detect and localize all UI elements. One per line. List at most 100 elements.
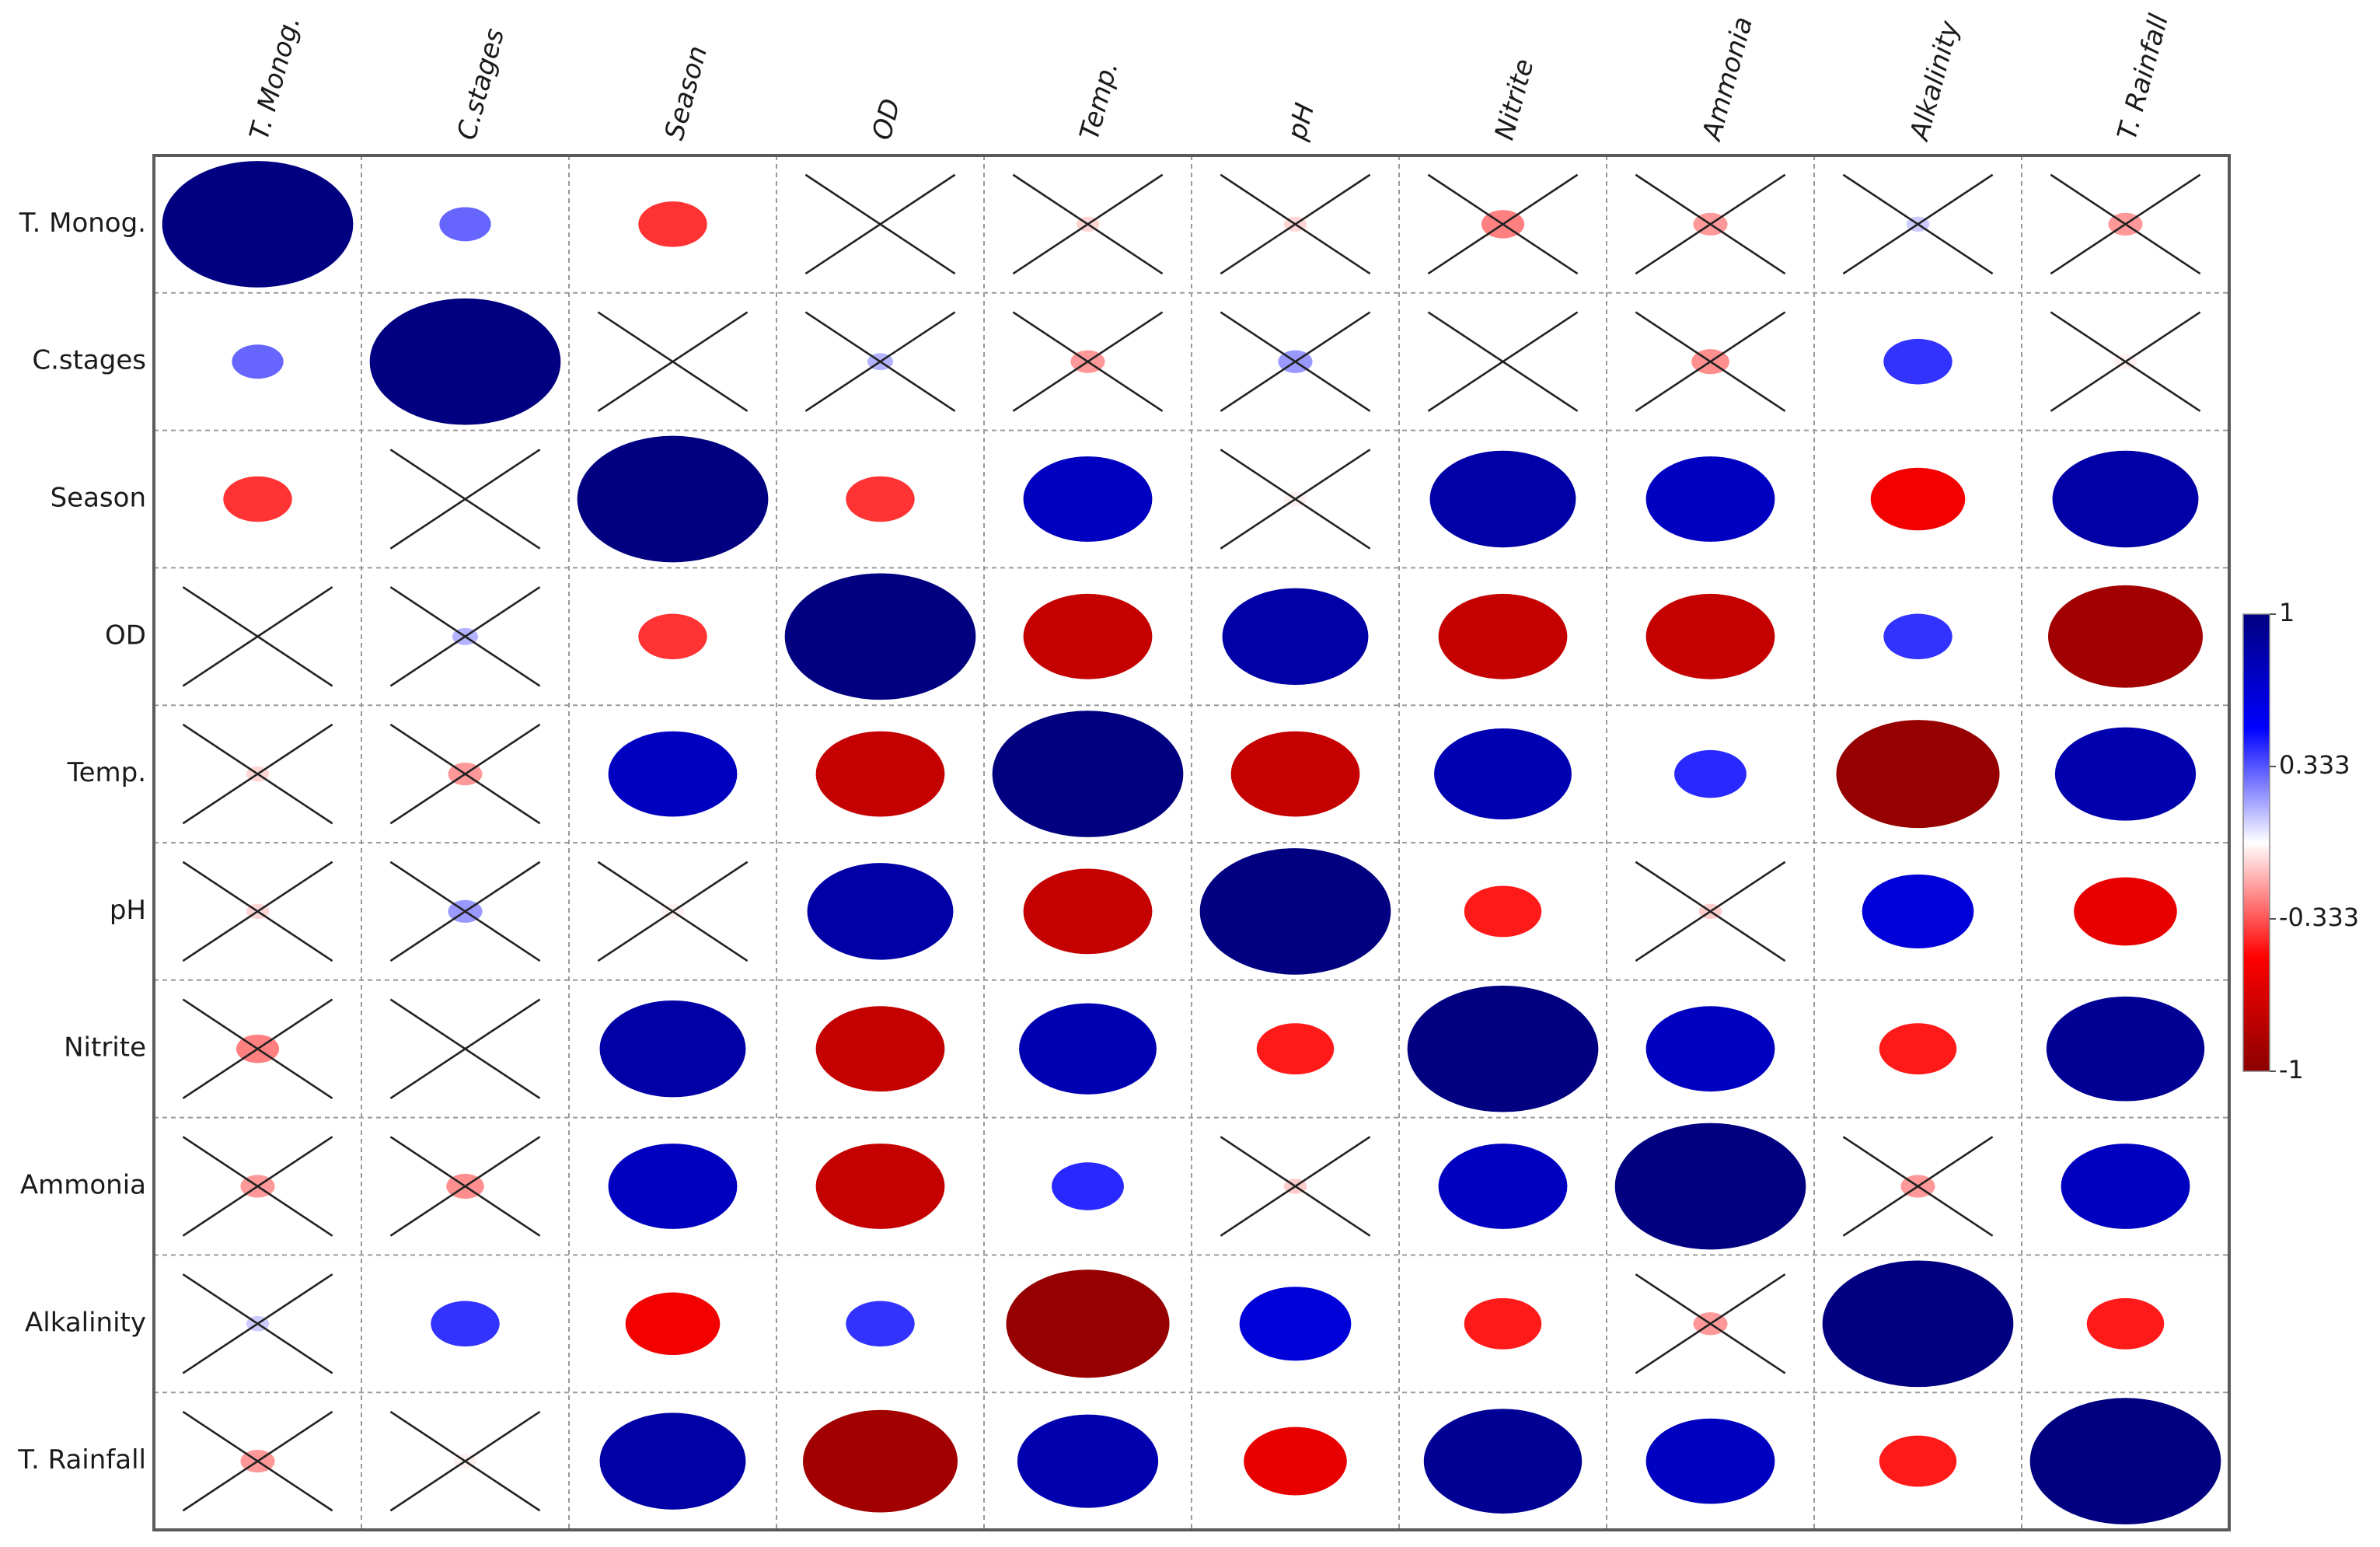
- insignificant-cross-line: [389, 998, 541, 1099]
- correlation-ellipse: [1645, 593, 1775, 679]
- correlation-ellipse: [1879, 1435, 1957, 1487]
- cell-8-1: [431, 1301, 500, 1347]
- correlation-ellipse: [846, 1301, 915, 1347]
- cell-9-6: [1423, 1409, 1583, 1514]
- correlation-ellipse: [1645, 456, 1775, 542]
- insignificant-cross-line: [1635, 861, 1786, 962]
- cell-1-9: [2050, 311, 2201, 412]
- cell-6-6: [1407, 985, 1599, 1112]
- correlation-ellipse: [1822, 1260, 2014, 1388]
- cell-5-5: [1199, 848, 1391, 975]
- correlation-ellipse: [1674, 749, 1747, 798]
- correlation-ellipse: [1023, 456, 1153, 542]
- cell-7-6: [1438, 1144, 1568, 1229]
- cell-6-0: [182, 998, 333, 1099]
- cell-2-5: [1220, 449, 1371, 550]
- correlation-ellipse: [1023, 868, 1153, 955]
- correlation-ellipse: [1614, 1123, 1806, 1250]
- correlation-ellipse: [608, 1144, 738, 1229]
- correlation-ellipse: [1645, 1006, 1775, 1092]
- cell-3-8: [1883, 613, 1953, 660]
- insignificant-cross-line: [182, 1136, 333, 1237]
- cell-4-5: [1230, 731, 1360, 817]
- cell-1-7: [1635, 311, 1786, 412]
- cell-0-8: [1842, 173, 1994, 275]
- correlation-ellipse: [232, 344, 284, 379]
- correlation-ellipse: [1006, 1269, 1170, 1378]
- cell-1-6: [1427, 311, 1579, 412]
- insignificant-cross-line: [1220, 449, 1371, 550]
- correlation-ellipse: [1423, 1409, 1583, 1514]
- insignificant-cross-line: [389, 1136, 541, 1237]
- insignificant-cross-line: [182, 1273, 333, 1374]
- cell-4-4: [992, 711, 1184, 837]
- insignificant-cross-line: [804, 173, 956, 275]
- cell-8-9: [2086, 1297, 2165, 1350]
- correlation-ellipse: [2048, 585, 2203, 688]
- correlation-ellipse: [2086, 1297, 2165, 1350]
- cell-4-1: [389, 723, 541, 825]
- cell-6-9: [2046, 996, 2205, 1102]
- correlation-ellipse: [1438, 1144, 1568, 1229]
- insignificant-cross-line: [182, 998, 333, 1099]
- cell-5-4: [1023, 868, 1153, 955]
- cell-9-2: [599, 1413, 746, 1510]
- cell-8-6: [1464, 1297, 1542, 1350]
- insignificant-cross-line: [389, 723, 541, 825]
- colorbar-tick-label: -1: [2279, 1055, 2304, 1084]
- insignificant-cross-line: [1842, 173, 1994, 275]
- cell-4-9: [2054, 727, 2197, 821]
- row-label: Nitrite: [64, 1032, 146, 1063]
- correlation-ellipse: [2046, 996, 2205, 1102]
- cell-4-2: [608, 731, 738, 817]
- insignificant-cross-line: [1012, 311, 1164, 412]
- row-label: Alkalinity: [25, 1307, 146, 1338]
- cell-8-8: [1822, 1260, 2014, 1388]
- cell-9-4: [1017, 1414, 1159, 1508]
- cell-5-3: [807, 863, 954, 960]
- correlation-ellipse: [784, 573, 976, 700]
- cell-0-7: [1635, 173, 1786, 275]
- cell-7-2: [608, 1144, 738, 1229]
- cell-2-1: [389, 449, 541, 550]
- correlation-ellipse: [815, 1006, 945, 1092]
- cell-2-3: [846, 476, 915, 522]
- correlation-ellipse: [1407, 985, 1599, 1112]
- correlation-ellipse: [1019, 1003, 1157, 1095]
- correlation-ellipse: [1883, 338, 1953, 385]
- colorbar-gradient: [2242, 613, 2270, 1072]
- cell-8-7: [1635, 1273, 1786, 1374]
- cell-6-7: [1645, 1006, 1775, 1092]
- insignificant-cross-line: [1220, 1136, 1371, 1237]
- insignificant-cross-line: [182, 1410, 333, 1512]
- correlation-ellipse: [1438, 593, 1568, 679]
- correlation-ellipse: [846, 476, 915, 522]
- correlation-ellipse: [2052, 450, 2199, 548]
- cell-2-4: [1023, 456, 1153, 542]
- correlation-ellipse: [1464, 885, 1542, 938]
- cell-1-1: [369, 298, 561, 425]
- cell-0-6: [1427, 173, 1579, 275]
- correlation-ellipse: [2061, 1144, 2190, 1229]
- cell-8-4: [1006, 1269, 1170, 1378]
- cell-9-5: [1244, 1427, 1347, 1496]
- cell-6-8: [1879, 1023, 1957, 1075]
- insignificant-cross-line: [2050, 173, 2201, 275]
- cell-5-7: [1635, 861, 1786, 962]
- row-label: OD: [105, 620, 146, 651]
- colorbar-tick-label: -0.333: [2279, 903, 2359, 932]
- correlation-ellipse: [223, 476, 292, 522]
- correlation-ellipse: [815, 1144, 945, 1229]
- cell-1-2: [597, 311, 749, 412]
- cell-3-4: [1023, 593, 1153, 679]
- cell-4-7: [1674, 749, 1747, 798]
- correlation-ellipse: [1256, 1023, 1335, 1075]
- cell-4-3: [815, 731, 945, 817]
- cell-0-9: [2050, 173, 2201, 275]
- correlation-ellipse: [1464, 1297, 1542, 1350]
- cell-3-6: [1438, 593, 1568, 679]
- cell-5-0: [182, 861, 333, 962]
- cell-0-0: [162, 161, 354, 288]
- cell-7-9: [2061, 1144, 2190, 1229]
- correlation-ellipse: [162, 161, 354, 288]
